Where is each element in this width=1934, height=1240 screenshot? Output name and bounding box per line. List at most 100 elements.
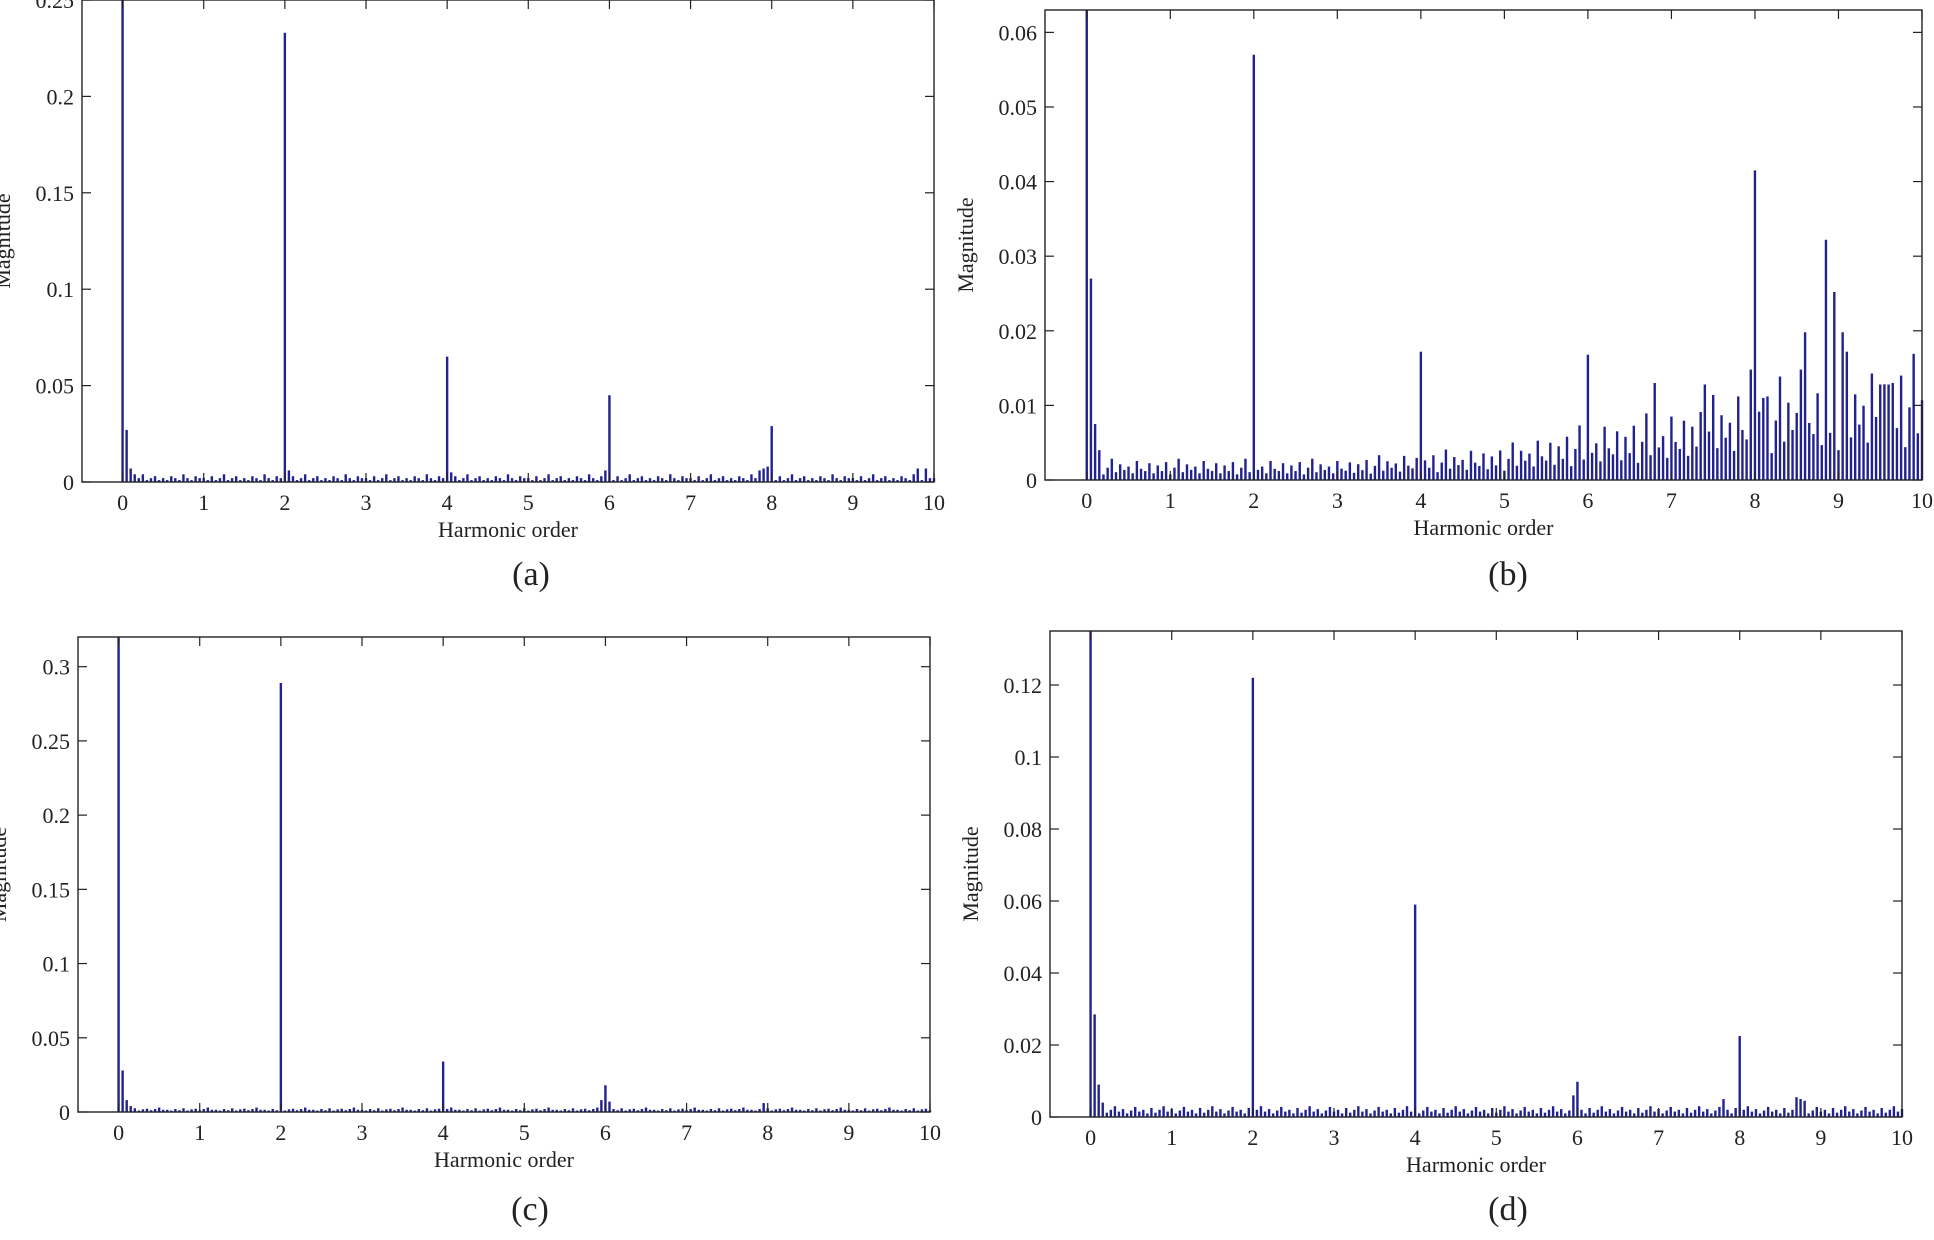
bar <box>1887 384 1890 480</box>
bar <box>1280 1106 1283 1117</box>
x-tick-label: 4 <box>442 490 453 515</box>
bar <box>1600 1106 1603 1117</box>
bar <box>1870 373 1874 480</box>
bar <box>1669 1106 1672 1117</box>
x-tick-label: 1 <box>1166 1125 1177 1150</box>
bar <box>742 478 745 482</box>
bar <box>1718 1106 1721 1117</box>
x-tick-label: 0 <box>1085 1125 1096 1150</box>
bar <box>1845 351 1849 480</box>
bar <box>1432 455 1435 480</box>
bar <box>539 480 542 482</box>
bar <box>137 1110 141 1112</box>
bar <box>1389 1113 1392 1117</box>
bar <box>466 1109 469 1112</box>
bar <box>1693 1109 1697 1117</box>
bar <box>1783 1108 1786 1117</box>
bar <box>1753 170 1757 480</box>
x-tick-label: 8 <box>766 490 777 515</box>
x-tick-label: 2 <box>275 1120 286 1145</box>
bar <box>1685 1108 1689 1117</box>
bar <box>746 480 749 482</box>
bar <box>551 480 554 482</box>
bar <box>1649 1106 1652 1117</box>
bar <box>271 480 274 482</box>
bar <box>190 480 193 482</box>
bar <box>705 1110 709 1112</box>
chart-panel-b: 0 1 2 3 4 5 6 7 8 9 10 0 0.01 0.02 0.03 0.04 0.05 0.06 Har… <box>953 9 1933 593</box>
bar <box>1181 472 1185 480</box>
bar <box>1255 1109 1259 1117</box>
bar <box>1745 439 1748 480</box>
x-tick-label: 2 <box>1247 1125 1258 1150</box>
bar <box>1604 1111 1608 1117</box>
y-axis-label: Magnitude <box>0 193 15 288</box>
bar <box>1426 1106 1429 1117</box>
bar <box>1807 1113 1810 1117</box>
bar <box>336 1109 339 1112</box>
bar <box>843 1109 846 1112</box>
bar <box>352 480 356 482</box>
bar <box>1085 10 1088 480</box>
bar <box>1361 470 1364 480</box>
bar <box>1390 467 1393 480</box>
bar <box>839 1107 842 1112</box>
bar <box>786 478 790 482</box>
bar <box>1142 1109 1145 1117</box>
bar <box>604 1085 607 1112</box>
bar <box>1105 1112 1108 1117</box>
bar <box>1499 450 1502 480</box>
bar <box>462 478 465 482</box>
bar <box>734 480 737 482</box>
bar <box>299 1109 303 1112</box>
bar <box>1551 1106 1555 1117</box>
bar <box>567 1110 571 1112</box>
bar <box>1118 464 1122 480</box>
bar <box>1154 1112 1157 1117</box>
bar <box>1328 1106 1332 1117</box>
bar <box>1611 454 1615 480</box>
bar <box>1574 449 1577 480</box>
bar <box>1670 416 1673 480</box>
bar <box>1775 1109 1778 1117</box>
bar <box>153 1109 157 1112</box>
bar <box>312 478 315 482</box>
bar <box>1486 1113 1490 1117</box>
bar <box>1561 458 1565 480</box>
bar <box>1284 1111 1287 1117</box>
bar <box>1474 1106 1478 1117</box>
chart-panel-d: 0 1 2 3 4 5 6 7 8 9 10 0 0.02 0.04 0.06 0.08 0.1 0.12 Harm… <box>958 630 1913 1228</box>
bar <box>778 1108 782 1112</box>
bar <box>1308 1106 1311 1117</box>
bar <box>1714 1110 1717 1117</box>
bar <box>510 478 514 482</box>
bar <box>855 1109 859 1112</box>
bar <box>417 478 420 482</box>
bar <box>279 683 283 1112</box>
bar <box>1286 473 1289 480</box>
bar <box>1486 469 1489 480</box>
bar <box>1223 1113 1226 1117</box>
y-tick-label: 0.05 <box>999 95 1038 120</box>
bar <box>888 480 891 482</box>
bar <box>332 476 335 482</box>
bar <box>429 478 433 482</box>
x-tick-label: 5 <box>519 1120 530 1145</box>
bar <box>454 476 457 482</box>
bar <box>758 1109 761 1112</box>
bar <box>295 1110 299 1112</box>
bar <box>1746 1106 1750 1117</box>
bar <box>364 1110 368 1112</box>
x-tick-label: 8 <box>762 1120 773 1145</box>
bar <box>1436 472 1439 480</box>
bar <box>1576 1081 1579 1117</box>
bar <box>230 478 234 482</box>
bar <box>713 480 717 482</box>
bar <box>1722 1099 1725 1117</box>
bar <box>1511 1109 1514 1117</box>
bar <box>1129 1110 1133 1117</box>
bar <box>198 478 201 482</box>
x-tick-label: 1 <box>1165 488 1176 513</box>
x-axis-label: Harmonic order <box>1414 515 1555 540</box>
bar <box>689 1109 692 1112</box>
